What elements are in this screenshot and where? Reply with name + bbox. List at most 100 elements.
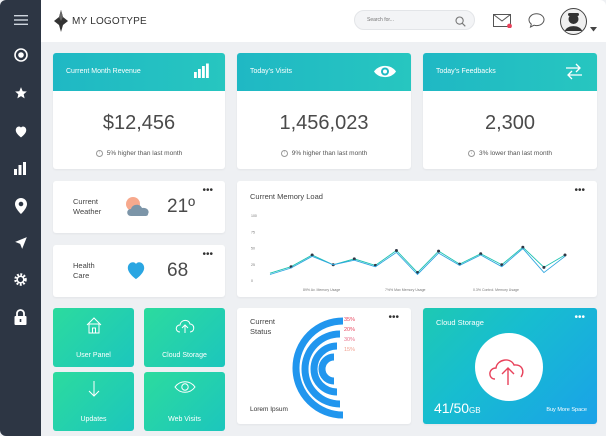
star-icon[interactable] bbox=[0, 78, 41, 108]
logo-icon bbox=[54, 10, 68, 32]
legend-label: 7%% Max Memory Usage bbox=[385, 288, 426, 292]
mail-icon[interactable] bbox=[493, 14, 512, 33]
status-ring-label: 20% bbox=[344, 327, 356, 333]
search-input[interactable] bbox=[367, 13, 455, 27]
data-point bbox=[352, 257, 356, 261]
swap-arrows-icon bbox=[565, 63, 583, 85]
cloud-title: Cloud Storage bbox=[436, 318, 484, 327]
stat-card-value: 1,456,023 bbox=[279, 112, 369, 134]
lock-icon[interactable] bbox=[0, 302, 41, 332]
memory-load-card: Current Memory Load ••• 100 75 50 25 0 89% Av… bbox=[237, 181, 597, 297]
y-tick-label: 25 bbox=[251, 263, 255, 267]
weather-label: Current Weather bbox=[73, 197, 102, 216]
stat-card-change: ↑ 9% higher than last month bbox=[237, 150, 411, 157]
logo-text: MY LOGOTYPE bbox=[72, 15, 147, 27]
stat-card-visits: Today's Visits 1,456,023 ↑ 9% higher tha… bbox=[237, 53, 411, 169]
stat-card-change: ↑ 5% higher than last month bbox=[53, 150, 225, 157]
data-point bbox=[563, 253, 567, 257]
tile-label: Web Visits bbox=[168, 416, 201, 423]
chevron-down-icon[interactable] bbox=[590, 19, 597, 37]
storage-usage: 41/50GB bbox=[434, 400, 481, 416]
more-options-icon[interactable]: ••• bbox=[202, 185, 213, 196]
cloud-upload-icon bbox=[174, 316, 196, 339]
gear-icon[interactable] bbox=[0, 264, 41, 294]
tile-web-visits[interactable]: Web Visits bbox=[144, 372, 225, 431]
temperature-value: 21º bbox=[167, 196, 196, 217]
data-point bbox=[479, 252, 483, 256]
stat-card-change: ↓ 3% lower than last month bbox=[423, 150, 597, 157]
legend-label: 89% Av. Memory Usage bbox=[303, 288, 340, 292]
home-icon bbox=[85, 316, 103, 339]
y-tick-label: 100 bbox=[251, 214, 257, 218]
arrow-up-circle-icon: ↑ bbox=[280, 150, 288, 157]
stat-card-title: Today's Visits bbox=[250, 68, 293, 75]
eye-icon bbox=[373, 64, 397, 84]
stat-card-revenue: Current Month Revenue $12,456 ↑ 5% highe… bbox=[53, 53, 225, 169]
chart-icon[interactable] bbox=[0, 153, 41, 183]
stat-card-header: Current Month Revenue bbox=[53, 53, 225, 91]
health-label: Health Care bbox=[73, 261, 95, 280]
stat-card-header: Today's Feedbacks bbox=[423, 53, 597, 91]
data-point bbox=[542, 265, 546, 269]
buy-more-space-link[interactable]: Buy More Space bbox=[546, 407, 587, 413]
tile-label: Updates bbox=[80, 416, 107, 423]
arrow-down-icon bbox=[87, 380, 101, 403]
more-options-icon[interactable]: ••• bbox=[574, 312, 585, 323]
search-icon[interactable] bbox=[455, 14, 466, 32]
tile-cloud-storage[interactable]: Cloud Storage bbox=[144, 308, 225, 367]
eye-icon bbox=[173, 380, 196, 399]
more-options-icon[interactable]: ••• bbox=[388, 312, 399, 323]
sidebar bbox=[0, 0, 41, 436]
health-value: 68 bbox=[167, 260, 189, 281]
avatar[interactable] bbox=[560, 8, 587, 40]
series-line-2 bbox=[269, 247, 566, 276]
stat-card-title: Current Month Revenue bbox=[66, 68, 141, 75]
status-ring-label: 30% bbox=[344, 337, 356, 343]
navigate-icon[interactable] bbox=[0, 228, 41, 258]
status-footer: Lorem Ipsum bbox=[250, 406, 288, 413]
y-tick-label: 75 bbox=[251, 230, 255, 234]
tile-user-panel[interactable]: User Panel bbox=[53, 308, 134, 367]
legend-label: 0.3% Control. Memory Usage bbox=[473, 288, 519, 292]
status-ring-1 bbox=[292, 317, 344, 419]
logo[interactable]: MY LOGOTYPE bbox=[54, 9, 147, 33]
status-title: Current Status bbox=[250, 317, 276, 336]
status-ring-3 bbox=[310, 342, 338, 396]
arrow-down-circle-icon: ↓ bbox=[468, 150, 475, 157]
cloud-upload-icon[interactable] bbox=[475, 333, 543, 406]
location-icon[interactable] bbox=[0, 191, 41, 221]
stat-card-feedbacks: Today's Feedbacks 2,300 ↓ 3% lower than … bbox=[423, 53, 597, 169]
heart-icon[interactable] bbox=[0, 116, 41, 146]
data-point bbox=[521, 245, 525, 249]
weather-icon bbox=[123, 194, 153, 223]
y-tick-label: 50 bbox=[251, 247, 255, 251]
tile-label: User Panel bbox=[76, 352, 111, 359]
status-ring-2 bbox=[301, 330, 341, 408]
weather-card: Current Weather 21º ••• bbox=[53, 181, 225, 233]
status-ring-label: 15% bbox=[344, 347, 356, 353]
bar-chart-icon bbox=[193, 63, 211, 84]
status-ring-4 bbox=[318, 353, 335, 385]
memory-line-chart: 100 75 50 25 0 89% Av. Memory Usage 7%% Max Me… bbox=[251, 214, 567, 292]
tile-updates[interactable]: Updates bbox=[53, 372, 134, 431]
cloud-storage-card: Cloud Storage ••• 41/50GB Buy More Space bbox=[423, 308, 597, 424]
search-box bbox=[354, 10, 475, 30]
chat-icon[interactable] bbox=[528, 13, 545, 33]
series-line-1 bbox=[269, 246, 566, 274]
stat-card-value: $12,456 bbox=[102, 112, 176, 134]
menu-icon[interactable] bbox=[0, 5, 41, 35]
data-point bbox=[310, 253, 314, 257]
data-point bbox=[437, 249, 441, 253]
arrow-up-circle-icon: ↑ bbox=[95, 150, 103, 157]
stat-card-title: Today's Feedbacks bbox=[436, 68, 496, 75]
health-card: Health Care 68 ••• bbox=[53, 245, 225, 297]
stat-card-header: Today's Visits bbox=[237, 53, 411, 91]
more-options-icon[interactable]: ••• bbox=[202, 249, 213, 260]
tile-label: Cloud Storage bbox=[162, 352, 207, 359]
data-point bbox=[394, 248, 398, 252]
chart-title: Current Memory Load bbox=[250, 192, 323, 201]
dashboard-icon[interactable] bbox=[0, 40, 41, 70]
heart-icon bbox=[125, 260, 147, 285]
status-rings-chart bbox=[292, 317, 344, 419]
more-options-icon[interactable]: ••• bbox=[574, 185, 585, 196]
